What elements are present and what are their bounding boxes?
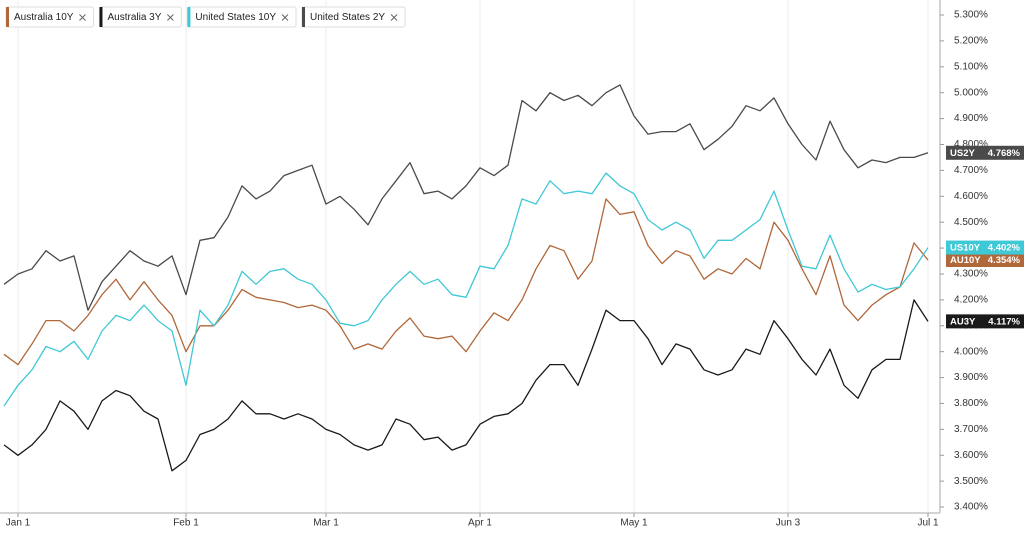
legend-item[interactable]: United States 10Y [186,6,297,28]
end-label-value: 4.354% [988,255,1021,266]
y-tick-label: 4.900% [954,113,988,124]
y-tick-label: 5.000% [954,87,988,98]
y-tick-label: 5.100% [954,61,988,72]
y-tick-label: 3.800% [954,398,988,409]
legend-close[interactable] [167,14,174,21]
y-tick-label: 4.700% [954,165,988,176]
legend-swatch [187,7,191,27]
series-line [3,299,929,472]
legend-item[interactable]: Australia 3Y [98,6,182,28]
end-label-value: 4.768% [988,148,1021,159]
y-tick-label: 3.600% [954,450,988,461]
y-tick-label: 4.600% [954,191,988,202]
y-tick-label: 5.200% [954,36,988,47]
y-tick-label: 4.300% [954,269,988,280]
end-label: US2Y 4.768% [946,145,1024,160]
y-tick-label: 3.700% [954,424,988,435]
y-tick-label: 4.500% [954,217,988,228]
end-label: AU3Y 4.117% [946,314,1024,329]
x-tick-label: Jul 1 [917,518,939,529]
y-tick-label: 4.800% [954,139,988,150]
legend-swatch [302,7,306,27]
end-label-symbol: AU3Y [950,316,976,327]
legend-text: United States 10Y [195,12,276,23]
end-label-box [946,145,1024,160]
series-line [3,198,929,366]
y-tick-label: 5.300% [954,10,988,21]
legend-text: United States 2Y [310,12,385,23]
legend-item[interactable]: Australia 10Y [5,6,94,28]
legend-item[interactable]: United States 2Y [301,6,406,28]
x-tick-label: Mar 1 [313,518,339,529]
end-label-symbol: US2Y [950,148,975,159]
end-label-box [946,240,1024,255]
legend-swatch [6,7,9,27]
end-label-value: 4.117% [988,316,1020,327]
series-line [3,84,929,311]
end-label-value: 4.402% [988,243,1021,254]
x-tick-label: May 1 [620,518,648,529]
y-tick-label: 4.000% [954,346,988,357]
legend-text: Australia 3Y [107,12,161,23]
end-label-symbol: US10Y [950,243,981,254]
series-line [3,172,929,407]
x-tick-label: Apr 1 [468,518,492,529]
legend-close[interactable] [281,14,289,21]
y-tick-label: 4.200% [954,295,988,306]
end-label-box [946,314,1024,329]
x-tick-label: Jan 1 [6,518,31,529]
legend-close[interactable] [390,14,398,21]
end-label-box [946,252,1024,267]
y-tick-label: 3.400% [954,502,988,513]
x-tick-label: Jun 3 [776,518,801,529]
end-label: US10Y 4.402% [946,240,1024,255]
end-label-symbol: AU10Y [950,255,981,266]
end-label: AU10Y 4.354% [946,252,1024,267]
x-tick-label: Feb 1 [173,518,199,529]
legend-text: Australia 10Y [14,12,74,23]
y-tick-label: 3.900% [954,372,988,383]
legend-swatch [99,7,103,27]
legend-close[interactable] [79,14,86,21]
y-tick-label: 3.500% [954,476,988,487]
